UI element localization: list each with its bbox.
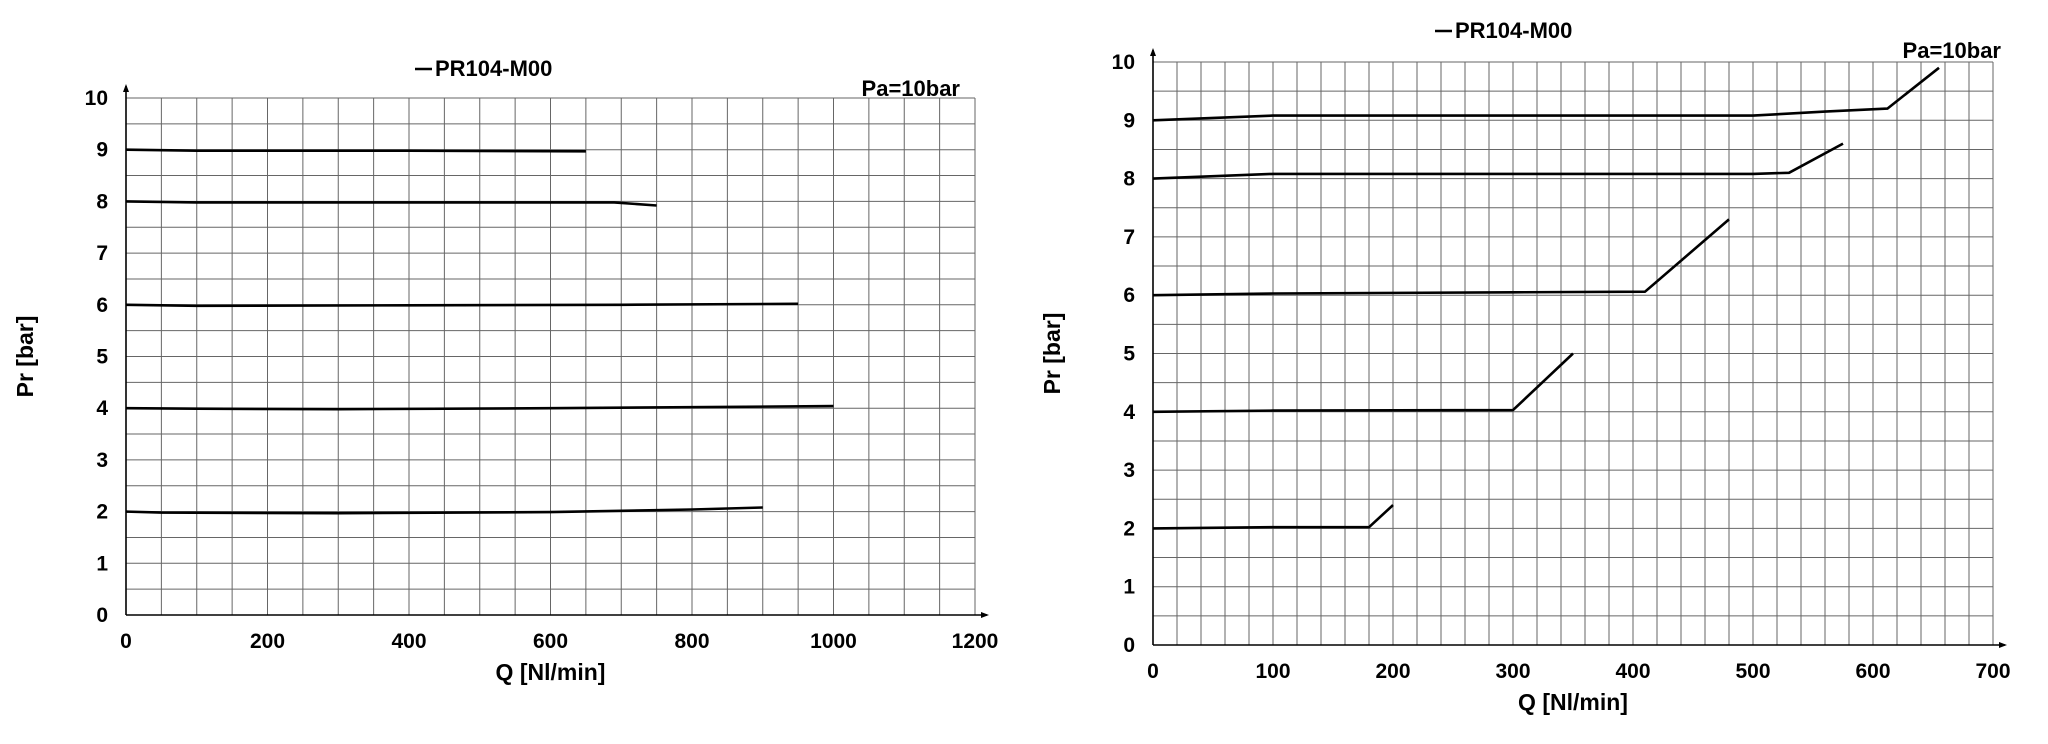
legend-right: PR104-M00 (1435, 18, 1572, 43)
series-left (125, 148, 834, 515)
x-tick-label: 200 (250, 630, 285, 653)
x-tick-label: 700 (1975, 660, 2010, 683)
x-axis-arrow (1999, 642, 2007, 648)
axes-left (123, 84, 989, 618)
y-axis-arrow (123, 84, 129, 92)
supply-pressure-annotation: Pa=10bar (862, 76, 961, 101)
x-tick-label: 0 (120, 630, 132, 653)
series-line (1152, 218, 1730, 297)
series-line (125, 506, 763, 515)
y-tick-label: 1 (96, 552, 108, 575)
y-tick-label: 0 (1123, 634, 1135, 657)
series-line (125, 404, 834, 411)
series-right (1152, 66, 1940, 530)
series-line (1152, 352, 1574, 414)
y-axis-title: Pr [bar] (12, 316, 38, 398)
series-line (1152, 66, 1940, 122)
y-tick-label: 10 (85, 87, 108, 110)
y-tick-label: 5 (96, 346, 108, 369)
x-tick-label: 400 (1615, 660, 1650, 683)
x-tick-label: 400 (391, 630, 426, 653)
series-line (125, 148, 586, 153)
grid-right (1153, 61, 1994, 645)
chart-left: 0 200 400 600 800 1000 1200 0 1 2 3 4 5 6 7 8 9 10 PR104-… (12, 56, 998, 685)
x-tick-label: 500 (1735, 660, 1770, 683)
supply-pressure-annotation: Pa=10bar (1903, 38, 2002, 63)
y-tick-label: 5 (1123, 343, 1135, 366)
x-tick-label: 0 (1147, 660, 1159, 683)
x-tick-label: 100 (1255, 660, 1290, 683)
y-axis-arrow (1150, 48, 1156, 56)
x-axis-arrow (981, 612, 989, 618)
legend-left: PR104-M00 (415, 56, 552, 81)
y-tick-label: 6 (96, 294, 108, 317)
y-tick-label: 2 (1123, 517, 1135, 540)
series-line (1152, 142, 1844, 180)
x-tick-label: 600 (1855, 660, 1890, 683)
x-axis-title: Q [Nl/min] (1518, 689, 1628, 715)
legend-label: PR104-M00 (435, 56, 552, 81)
y-tick-label: 8 (96, 190, 108, 213)
series-line (1152, 504, 1394, 530)
tick-labels-right: 0 100 200 300 400 500 600 700 0 1 2 3 4 5 6 7 8 9 10 (1112, 51, 2011, 683)
y-tick-label: 8 (1123, 168, 1135, 191)
y-tick-label: 0 (96, 604, 108, 627)
y-tick-label: 4 (96, 397, 108, 420)
x-tick-label: 200 (1375, 660, 1410, 683)
y-axis-title: Pr [bar] (1039, 313, 1065, 395)
x-tick-label: 1200 (952, 630, 999, 653)
y-tick-label: 9 (1123, 109, 1135, 132)
x-axis-title: Q [Nl/min] (496, 659, 606, 685)
y-tick-label: 1 (1123, 576, 1135, 599)
x-tick-label: 600 (533, 630, 568, 653)
x-tick-label: 300 (1495, 660, 1530, 683)
y-tick-label: 2 (96, 501, 108, 524)
y-tick-label: 7 (96, 242, 108, 265)
y-tick-label: 4 (1123, 401, 1135, 424)
y-tick-label: 9 (96, 139, 108, 162)
legend-label: PR104-M00 (1455, 18, 1572, 43)
y-tick-label: 3 (96, 449, 108, 472)
series-line (125, 200, 657, 207)
y-tick-label: 10 (1112, 51, 1135, 74)
grid-left (126, 97, 976, 615)
y-tick-label: 6 (1123, 284, 1135, 307)
series-line (125, 302, 799, 308)
axes-right (1150, 48, 2007, 648)
x-tick-label: 1000 (810, 630, 857, 653)
chart-right: 0 100 200 300 400 500 600 700 0 1 2 3 4 5 6 7 8 9 10 PR104… (1039, 18, 2011, 715)
y-tick-label: 3 (1123, 459, 1135, 482)
tick-labels-left: 0 200 400 600 800 1000 1200 0 1 2 3 4 5 6 7 8 9 10 (85, 87, 999, 653)
x-tick-label: 800 (674, 630, 709, 653)
y-tick-label: 7 (1123, 226, 1135, 249)
